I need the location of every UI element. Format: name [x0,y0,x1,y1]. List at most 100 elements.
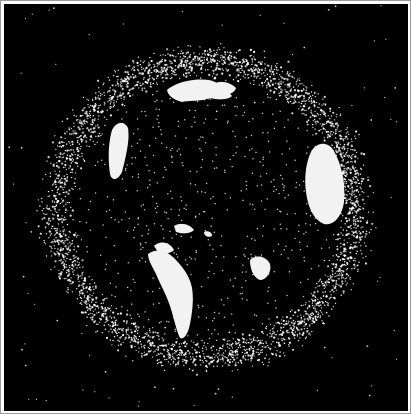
debris-particle [270,68,273,70]
debris-particle [360,227,362,229]
debris-particle [124,104,126,107]
debris-particle [251,59,253,61]
debris-particle [60,271,63,274]
debris-particle [143,208,146,211]
debris-particle [220,43,222,45]
debris-particle [71,282,73,285]
debris-particle [94,285,97,288]
debris-particle [344,223,346,225]
debris-particle [252,347,254,350]
debris-particle [153,336,155,338]
debris-particle [351,140,353,143]
debris-particle [343,155,346,158]
debris-particle [335,149,337,151]
debris-particle [75,251,78,253]
debris-particle [60,218,62,221]
debris-particle [238,48,241,52]
debris-particle [79,266,81,269]
debris-particle [282,316,284,318]
debris-particle [284,89,286,91]
debris-particle [172,387,175,390]
debris-particle [357,270,359,273]
debris-particle [110,99,112,101]
debris-particle [331,357,333,359]
debris-particle [345,162,347,164]
debris-particle [354,181,358,184]
debris-particle [257,339,260,342]
debris-particle [333,119,336,121]
debris-particle [90,317,92,319]
debris-particle [311,302,314,304]
debris-particle [367,179,370,182]
debris-particle [166,348,169,351]
debris-particle [311,330,313,333]
debris-particle [345,269,348,271]
debris-particle [276,208,279,211]
debris-particle [255,151,257,154]
debris-particle [252,337,255,340]
debris-particle [336,248,339,251]
debris-particle [241,298,244,300]
debris-particle [91,316,94,319]
debris-particle [250,360,252,362]
debris-particle [252,352,255,355]
debris-particle [63,216,66,218]
debris-particle [224,362,227,364]
debris-particle [269,76,271,78]
debris-particle [76,157,79,160]
debris-particle [303,321,305,323]
debris-particle [182,63,185,66]
debris-particle [334,140,336,143]
debris-particle [86,291,88,293]
debris-particle [150,86,152,88]
debris-particle [63,186,65,188]
debris-particle [81,292,84,295]
debris-particle [346,257,348,259]
debris-particle [273,78,275,80]
debris-particle [175,56,177,58]
debris-particle [320,109,323,112]
debris-particle [354,155,357,158]
debris-particle [60,247,62,249]
debris-particle [308,100,310,102]
debris-particle [129,89,131,92]
debris-particle [68,189,71,192]
debris-particle [247,257,250,260]
debris-particle [85,301,87,303]
debris-particle [273,327,275,329]
debris-particle [308,106,311,109]
debris-particle [261,342,263,344]
debris-particle [355,151,358,154]
debris-particle [260,73,263,75]
debris-particle [119,336,122,339]
debris-particle [261,235,264,237]
debris-particle [222,338,224,341]
debris-particle [289,328,291,330]
debris-particle [303,105,306,108]
debris-particle [287,94,289,96]
debris-particle [315,302,318,305]
debris-particle [335,150,337,153]
debris-particle [73,125,75,128]
debris-particle [292,324,294,327]
debris-particle [220,298,223,301]
debris-particle [156,65,159,67]
debris-particle [170,77,172,80]
debris-particle [251,172,254,174]
debris-particle [324,129,327,131]
debris-particle [274,87,276,89]
debris-particle [63,178,65,180]
debris-particle [297,340,300,342]
debris-particle [126,164,128,166]
debris-particle [360,245,362,247]
debris-particle [337,274,339,276]
debris-particle [178,148,180,150]
debris-particle [68,251,70,253]
debris-particle [318,280,320,283]
debris-particle [108,331,110,333]
debris-particle [365,230,368,232]
debris-particle [332,255,334,257]
debris-particle [177,120,180,123]
debris-particle [345,171,348,173]
debris-particle [342,244,344,246]
